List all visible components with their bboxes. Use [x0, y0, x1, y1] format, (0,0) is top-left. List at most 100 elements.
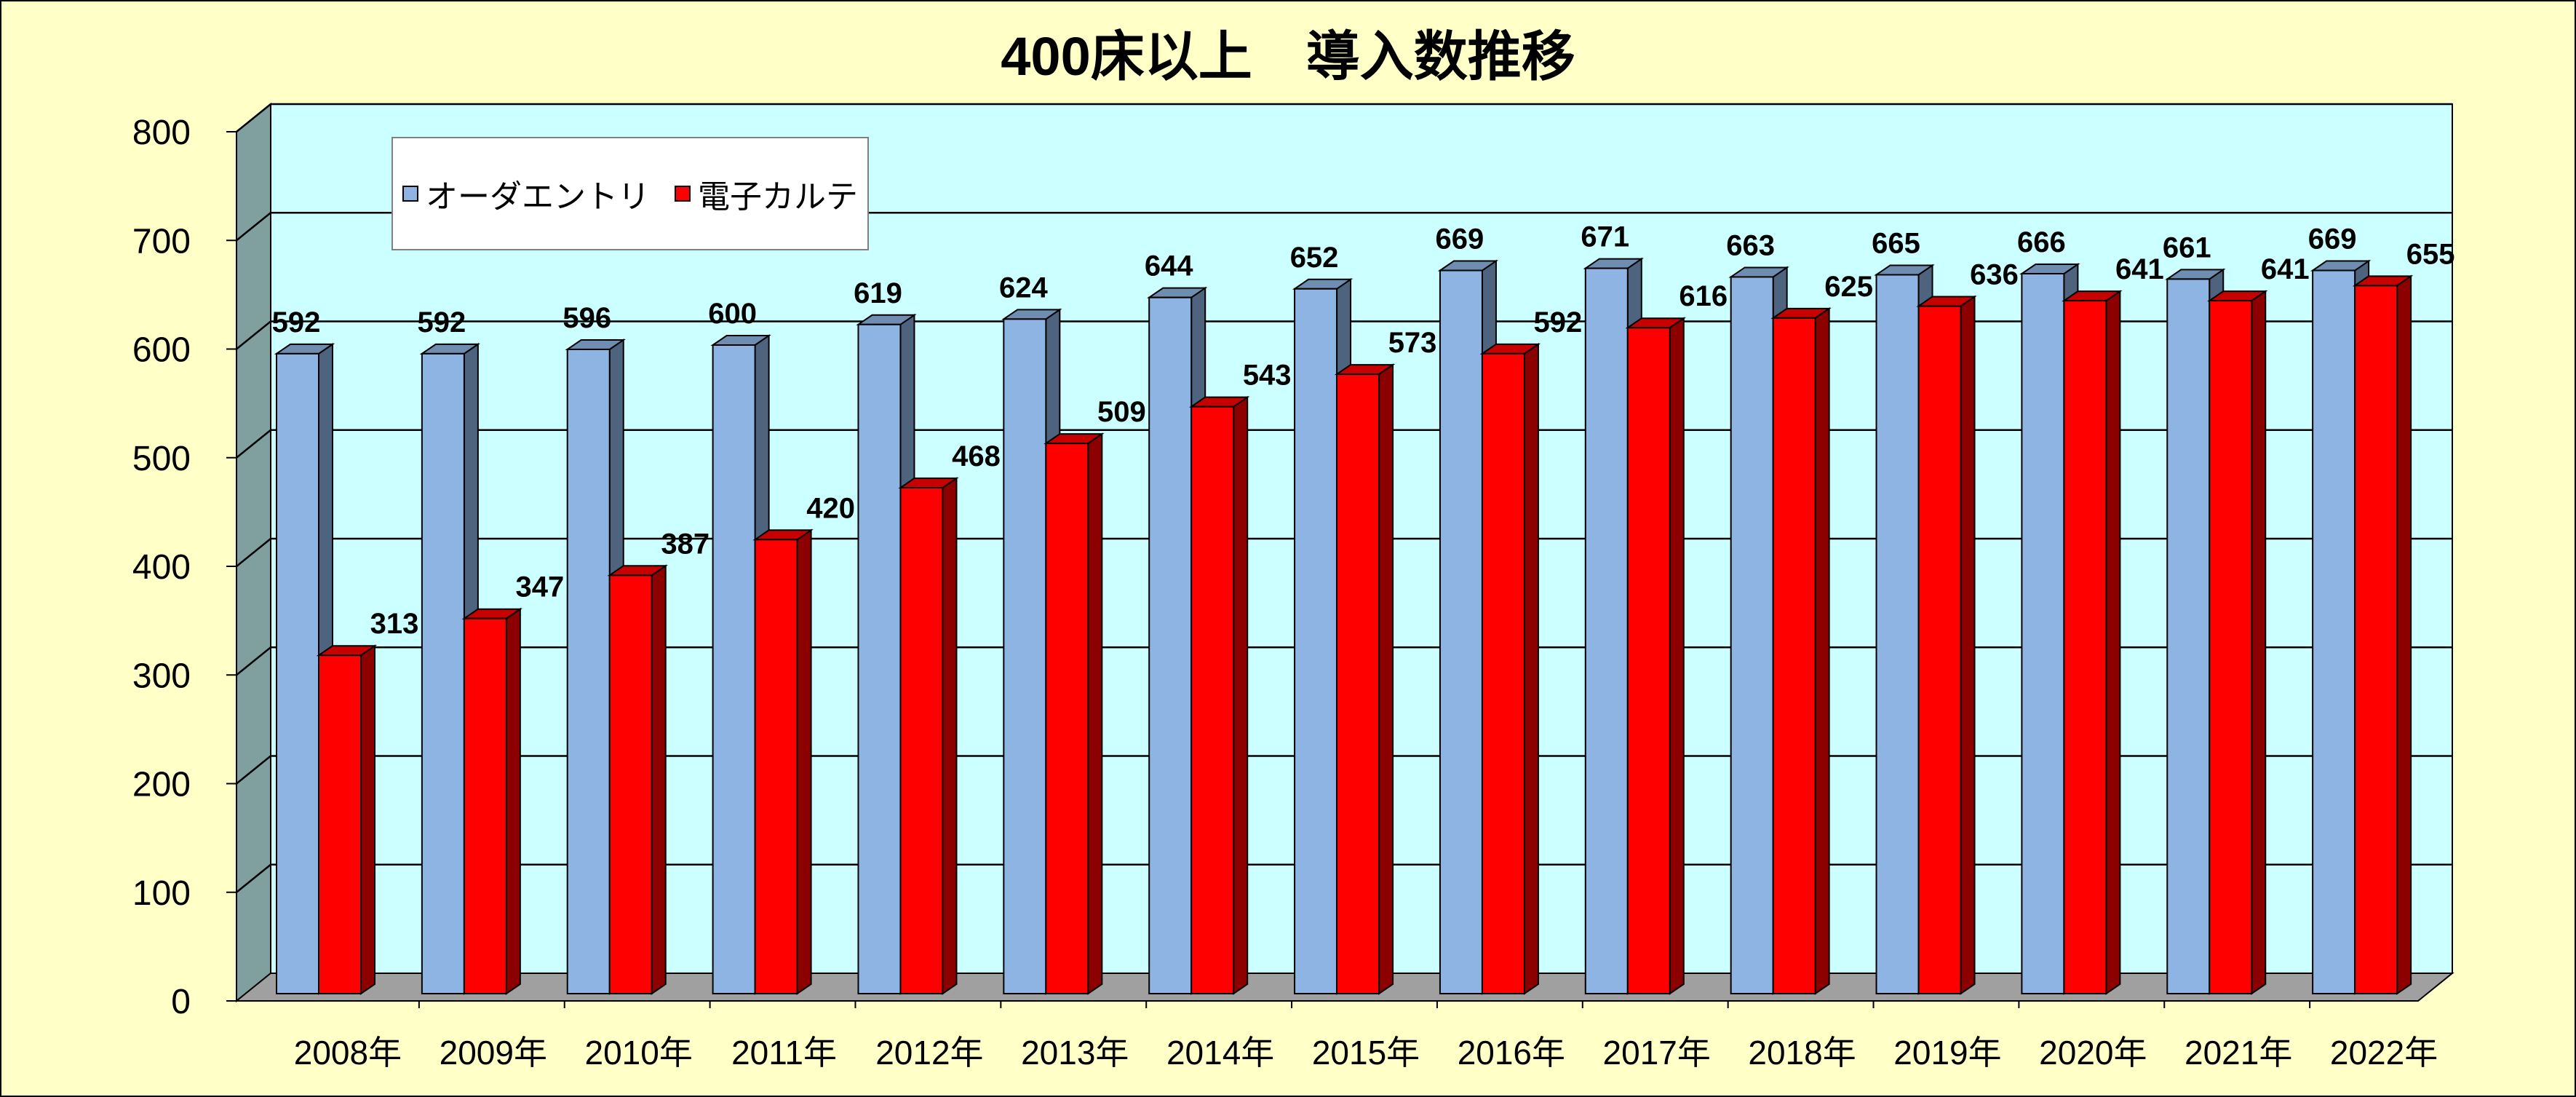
bar-emr [1336, 373, 1380, 994]
data-label-order-entry: 624 [999, 272, 1048, 304]
bar-side-emr [2396, 274, 2412, 995]
data-label-order-entry: 665 [1872, 227, 1920, 259]
gridline-side [236, 212, 271, 242]
data-label-emr: 641 [2261, 253, 2310, 285]
bar-side-emr [1087, 432, 1103, 995]
bar-side-emr [360, 644, 375, 995]
x-tick-label: 2016年 [1458, 1034, 1565, 1072]
data-label-order-entry: 592 [272, 306, 321, 338]
data-label-emr: 641 [2115, 253, 2164, 285]
legend-item-order-entry: オーダエントリ [402, 170, 650, 217]
x-tick-label: 2011年 [731, 1034, 837, 1072]
y-tick-label: 600 [132, 331, 191, 370]
bar-side-emr [796, 528, 812, 995]
x-tick-label: 2015年 [1312, 1034, 1420, 1072]
gridline-side [236, 755, 271, 785]
bar-order-entry [2166, 278, 2211, 995]
bar-order-entry [1148, 296, 1193, 995]
bar-order-entry [712, 344, 756, 994]
x-tick-label: 2019年 [1893, 1034, 2001, 1072]
data-label-order-entry: 652 [1290, 242, 1339, 274]
legend-swatch-emr [675, 186, 691, 202]
gridline-side [236, 320, 271, 350]
data-label-emr: 543 [1243, 360, 1292, 392]
y-tick-label: 500 [132, 440, 191, 478]
bar-order-entry [1294, 288, 1338, 994]
bar-side-emr [505, 607, 521, 995]
data-label-emr: 636 [1970, 259, 2019, 291]
bar-order-entry [1439, 269, 1483, 995]
y-tick-label: 800 [132, 114, 191, 152]
bar-order-entry [566, 348, 611, 994]
x-tick-label: 2012年 [875, 1034, 983, 1072]
bar-emr [1481, 352, 1525, 994]
legend-swatch-order-entry [402, 186, 418, 202]
data-label-order-entry: 671 [1581, 221, 1629, 253]
bar-side-emr [1669, 317, 1685, 995]
legend-label-emr: 電子カルテ [698, 179, 858, 215]
data-label-emr: 625 [1824, 271, 1873, 303]
bar-emr [608, 574, 653, 994]
data-label-order-entry: 666 [2017, 226, 2066, 258]
data-label-emr: 573 [1388, 327, 1437, 359]
data-label-emr: 313 [370, 608, 419, 640]
bar-emr [1045, 443, 1089, 994]
x-tick-label: 2008年 [294, 1034, 402, 1072]
gridline-side [236, 646, 271, 676]
bar-side-emr [2105, 290, 2121, 995]
gridline-side [236, 429, 271, 459]
x-tick-label: 2022年 [2330, 1034, 2438, 1072]
bar-emr [463, 617, 507, 994]
bar-side-emr [942, 477, 958, 995]
bar-order-entry [1584, 267, 1629, 994]
bar-order-entry [276, 352, 319, 994]
bar-emr [754, 539, 798, 994]
bar-side-emr [1233, 395, 1249, 995]
y-tick-label: 300 [132, 657, 191, 695]
data-label-emr: 420 [806, 492, 855, 524]
x-tick-label: 2013年 [1021, 1034, 1129, 1072]
legend-label-order-entry: オーダエントリ [426, 179, 650, 215]
data-label-order-entry: 663 [1726, 229, 1775, 261]
y-tick-label: 400 [132, 548, 191, 587]
chart-title: 400床以上 導入数推移 [1001, 26, 1575, 87]
bar-order-entry [2312, 269, 2356, 995]
bar-side-emr [1814, 306, 1830, 995]
bar-emr [2209, 300, 2253, 994]
data-label-order-entry: 669 [2308, 223, 2357, 256]
data-label-emr: 655 [2406, 238, 2455, 270]
bar-order-entry [2021, 272, 2065, 994]
bar-emr [1626, 327, 1671, 994]
data-label-emr: 509 [1097, 396, 1146, 428]
legend-item-emr: 電子カルテ [675, 170, 858, 217]
bar-order-entry [421, 352, 465, 994]
data-label-emr: 468 [952, 440, 1001, 472]
bar-side-emr [1960, 295, 1976, 995]
y-tick-label: 200 [132, 766, 191, 804]
bar-order-entry [1875, 274, 1920, 995]
x-tick-label: 2009年 [440, 1034, 547, 1072]
x-tick-label: 2014年 [1166, 1034, 1274, 1072]
data-label-emr: 387 [661, 528, 709, 560]
bar-emr [2063, 300, 2107, 994]
bar-order-entry [1730, 276, 1774, 994]
y-tick-label: 0 [171, 983, 191, 1021]
bar-emr [1772, 317, 1816, 994]
x-tick-label: 2010年 [584, 1034, 692, 1072]
data-label-order-entry: 596 [562, 302, 611, 334]
bar-side-emr [2251, 290, 2267, 995]
gridline-side [236, 863, 271, 893]
data-label-order-entry: 661 [2163, 231, 2211, 264]
bar-emr [899, 487, 944, 994]
data-label-order-entry: 669 [1436, 223, 1484, 256]
data-label-emr: 347 [515, 571, 564, 603]
bar-emr [1190, 405, 1235, 994]
data-label-emr: 616 [1679, 280, 1728, 312]
bar-emr [2354, 285, 2398, 994]
bar-order-entry [1003, 318, 1047, 994]
x-tick-label: 2018年 [1748, 1034, 1856, 1072]
gridline-side [236, 103, 271, 132]
x-tick-label: 2020年 [2039, 1034, 2147, 1072]
data-label-order-entry: 600 [708, 298, 757, 330]
